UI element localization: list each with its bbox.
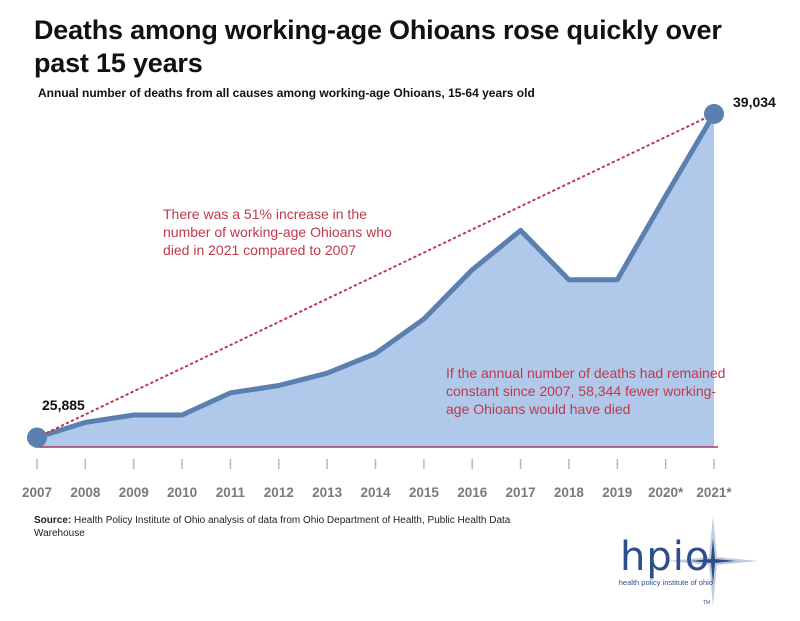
logo-tagline: health policy institute of ohio <box>618 578 713 587</box>
x-tick-label: 2018 <box>554 485 585 500</box>
x-tick-label: 2020* <box>648 485 684 500</box>
x-tick-label: 2011 <box>216 485 246 500</box>
x-tick-label: 2015 <box>409 485 440 500</box>
x-tick-label: 2009 <box>119 485 149 500</box>
x-tick-label: 2013 <box>312 485 343 500</box>
data-marker <box>27 427 47 448</box>
chart-title: Deaths among working-age Ohioans rose qu… <box>34 15 722 78</box>
hpio-logo: hpio health policy institute of ohio TM <box>600 516 760 616</box>
logo-wordmark: hpio <box>620 534 711 580</box>
x-tick-label: 2019 <box>602 485 632 500</box>
end-value-label: 39,034 <box>733 94 776 110</box>
x-tick-label: 2008 <box>70 485 101 500</box>
source-note: Source: Health Policy Institute of Ohio … <box>34 514 534 540</box>
data-marker <box>704 103 724 124</box>
compass-star-icon <box>668 516 758 606</box>
x-tick-label: 2016 <box>457 485 488 500</box>
constant-annotation: If the annual number of deaths had remai… <box>446 365 726 417</box>
source-label: Source: <box>34 515 72 526</box>
x-tick-label: 2014 <box>360 485 391 500</box>
series-line <box>34 111 717 440</box>
x-tick-label: 2021* <box>696 485 732 500</box>
trend-dotted-line <box>36 112 715 439</box>
x-tick-label: 2012 <box>264 485 294 500</box>
logo-trademark: TM <box>703 600 711 606</box>
x-tick-label: 2017 <box>506 485 536 500</box>
source-text: Health Policy Institute of Ohio analysis… <box>34 515 511 539</box>
increase-annotation: There was a 51% increase in the number o… <box>163 206 392 258</box>
start-value-label: 25,885 <box>42 397 85 413</box>
series-area <box>37 113 714 448</box>
x-tick-label: 2007 <box>22 485 52 500</box>
x-tick-label: 2010 <box>167 485 197 500</box>
chart-subtitle: Annual number of deaths from all causes … <box>38 86 535 100</box>
